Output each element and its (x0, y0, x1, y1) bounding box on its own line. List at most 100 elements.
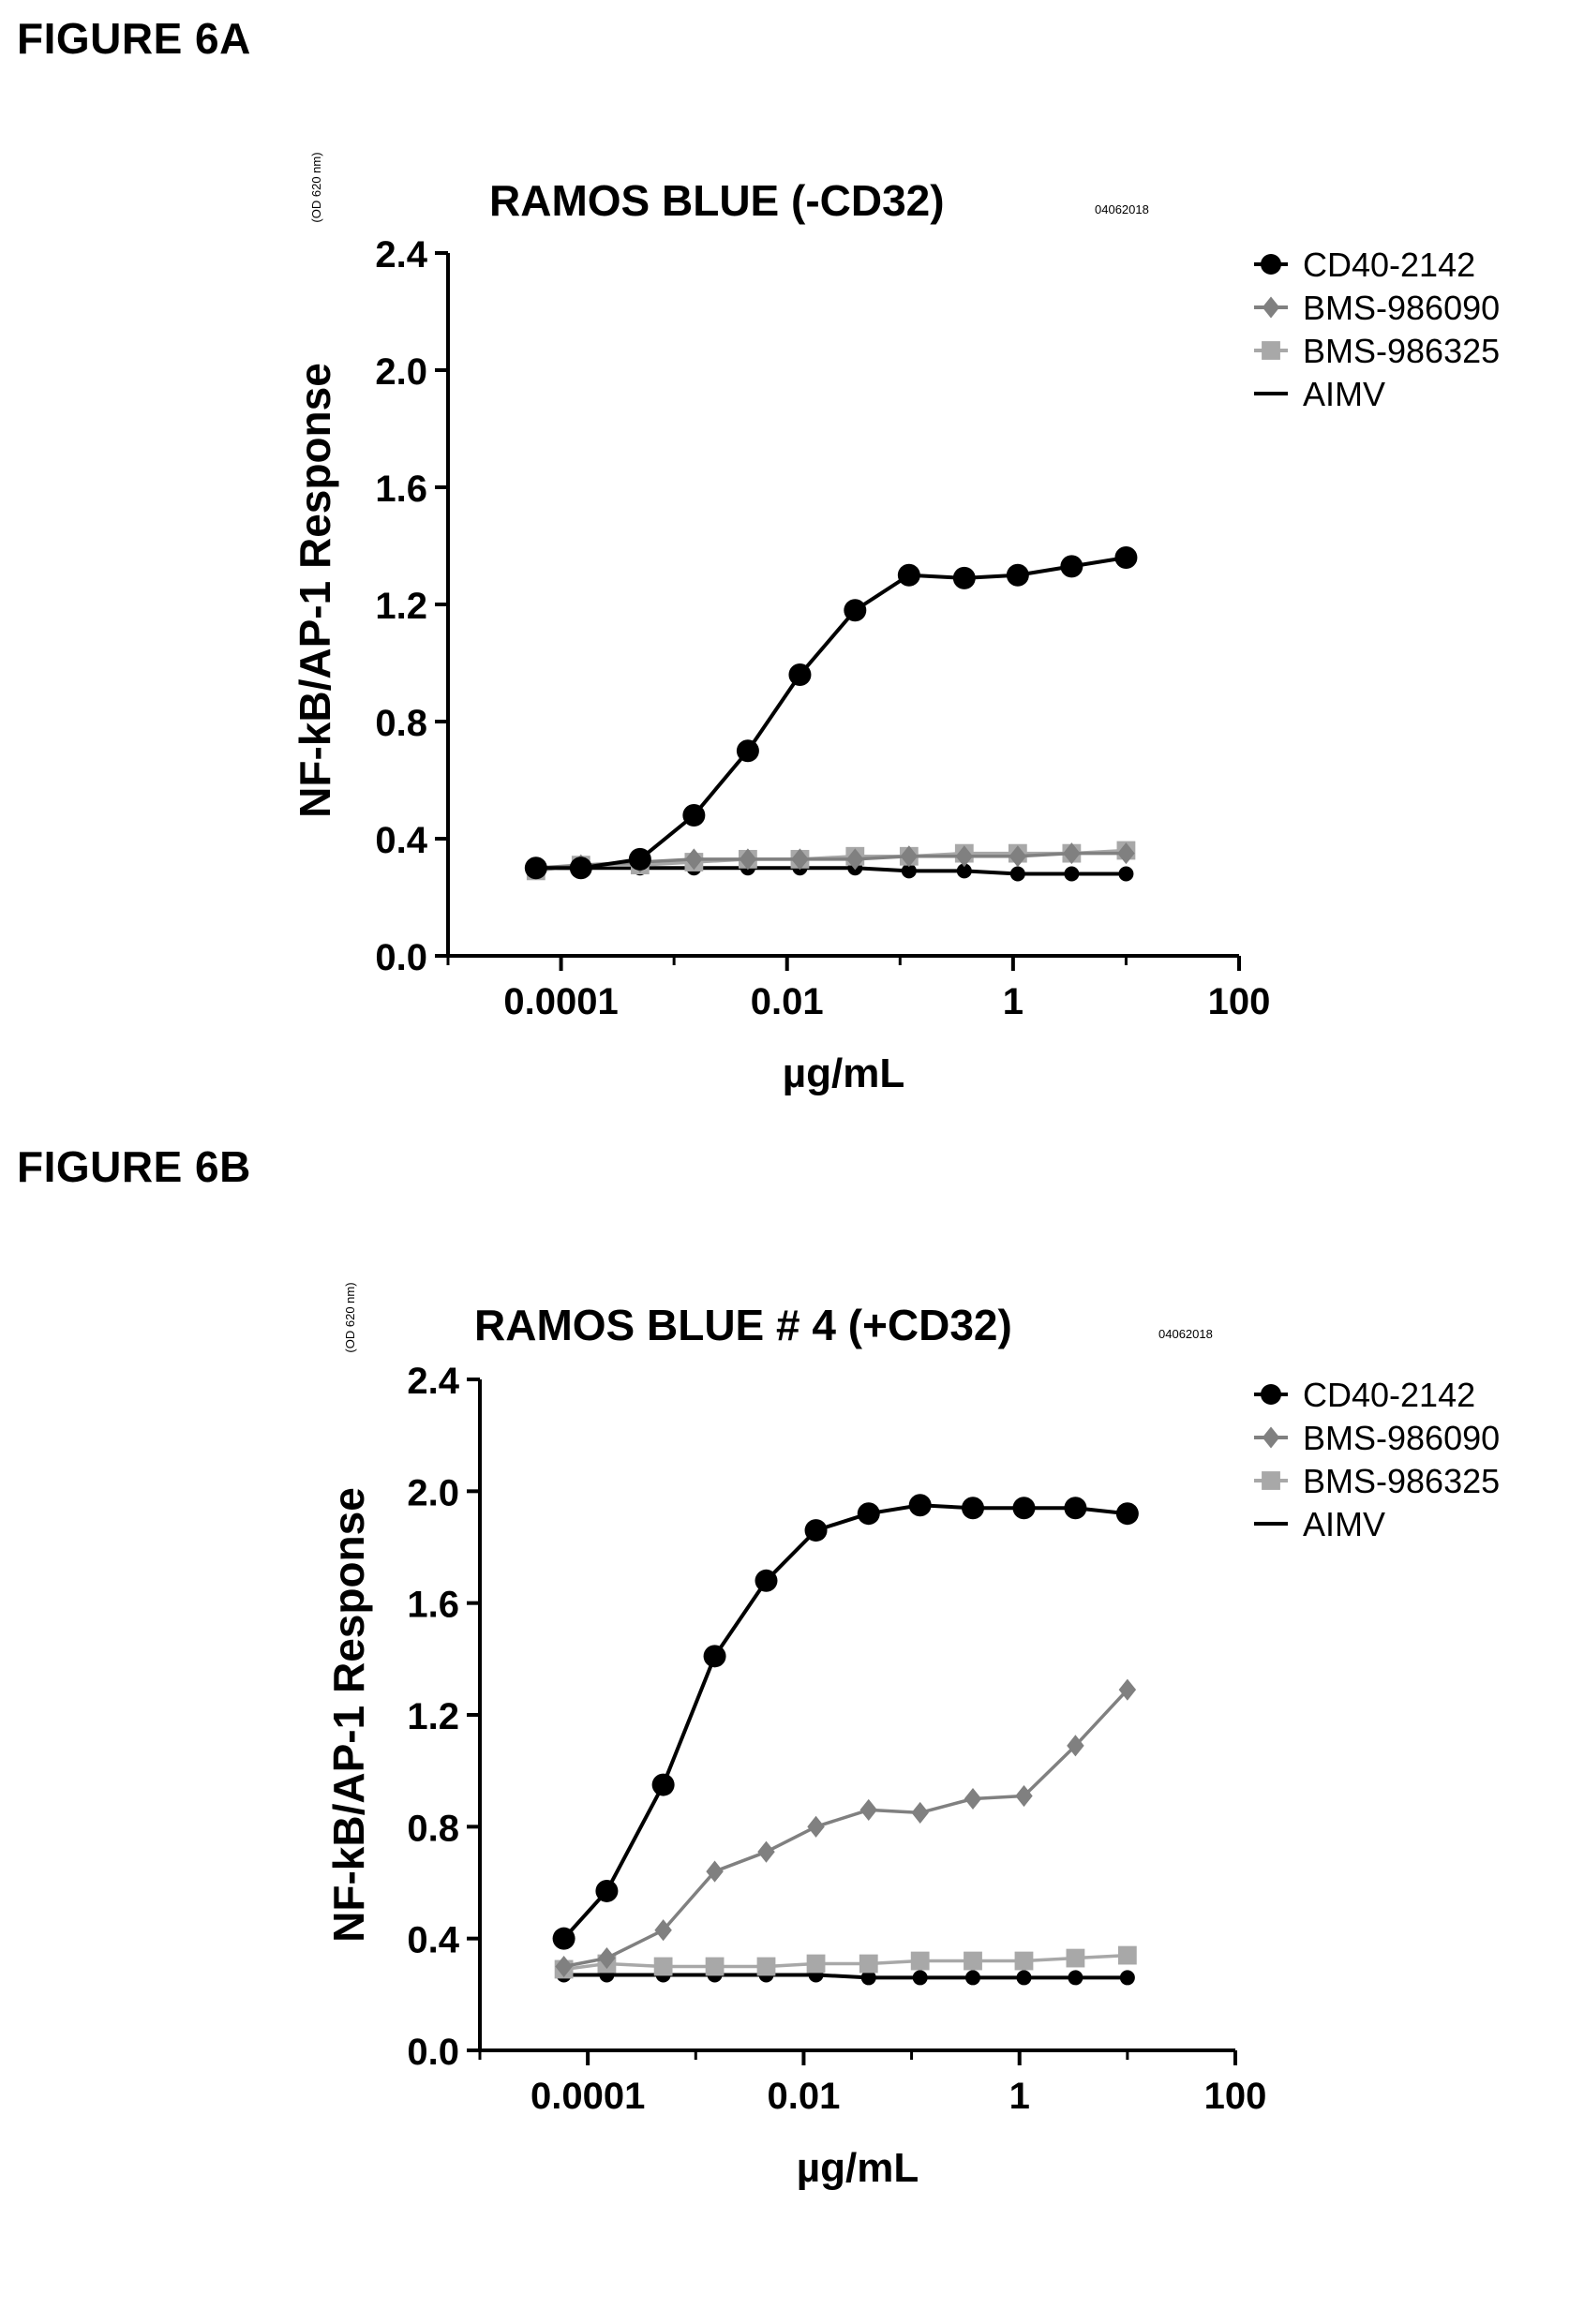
legend-label: AIMV (1303, 375, 1385, 413)
data-point (807, 1815, 825, 1838)
legend-item-aimv: AIMV (1254, 1505, 1385, 1543)
data-point (961, 1497, 984, 1520)
data-point (1060, 555, 1083, 578)
chart-title-note: 04062018 (1095, 202, 1149, 216)
data-point (739, 848, 757, 871)
y-axis-label: NF-kB/AP-1 Response (324, 1487, 373, 1943)
y-tick-label: 0.0 (407, 2032, 459, 2073)
data-point (1117, 1945, 1137, 1965)
series-line (563, 1953, 1128, 1972)
legend-item-bms-986090: BMS-986090 (1254, 289, 1500, 327)
data-point (685, 848, 703, 871)
legend-marker (1262, 341, 1280, 360)
chart-title: RAMOS BLUE # 4 (+CD32) (474, 1301, 1012, 1349)
y-tick-label: 1.2 (375, 586, 427, 627)
x-tick-label: 100 (1208, 981, 1271, 1022)
x-tick-label: 0.0001 (530, 2076, 645, 2117)
data-point (736, 739, 759, 763)
data-point (908, 1494, 932, 1517)
data-point (1068, 1970, 1083, 1986)
data-point (956, 863, 972, 879)
data-point (1063, 842, 1081, 865)
legend-item-cd40-2142: CD40-2142 (1254, 1376, 1475, 1414)
legend-label: AIMV (1303, 1505, 1385, 1543)
y-tick-label: 0.4 (375, 820, 427, 861)
legend-label: BMS-986325 (1303, 332, 1500, 370)
data-point (964, 1951, 982, 1971)
data-point (1014, 1951, 1034, 1971)
data-point (857, 1502, 880, 1526)
chart-title: RAMOS BLUE (-CD32) (489, 176, 945, 225)
data-point (1119, 1970, 1135, 1986)
data-point (846, 848, 864, 871)
series-line (535, 556, 1127, 871)
data-point (682, 804, 706, 827)
y-axis-label: NF-kB/AP-1 Response (291, 363, 339, 818)
data-point (703, 1645, 726, 1668)
data-point (901, 863, 917, 879)
data-point (804, 1519, 828, 1542)
data-point (964, 1970, 980, 1986)
series-line (535, 866, 1127, 876)
data-point (791, 848, 809, 871)
data-point (844, 599, 867, 622)
legend-label: CD40-2142 (1303, 246, 1475, 284)
legend-item-bms-986090: BMS-986090 (1254, 1419, 1500, 1457)
data-point (1115, 1502, 1139, 1526)
data-point (964, 1787, 982, 1810)
x-axis-label: µg/mL (783, 1050, 904, 1096)
y-tick-label: 1.6 (407, 1585, 459, 1626)
y-tick-label: 0.8 (407, 1808, 459, 1849)
chart-figure-6b: RAMOS BLUE # 4 (+CD32) 04062018 NF-kB/AP-1… (324, 1282, 1500, 2191)
x-tick-label: 1 (1009, 2076, 1030, 2117)
legend-marker (1262, 296, 1280, 319)
data-point (705, 1957, 725, 1976)
data-point (1118, 1678, 1137, 1701)
y-tick-label: 0.0 (375, 937, 427, 978)
data-point (1016, 1970, 1032, 1986)
chart-title-note: 04062018 (1158, 1327, 1213, 1341)
data-point (860, 1970, 876, 1986)
series-bms-986090 (555, 1678, 1137, 1978)
x-axis-label: µg/mL (797, 2145, 919, 2191)
legend-label: CD40-2142 (1303, 1376, 1475, 1414)
y-tick-label: 2.0 (407, 1472, 459, 1513)
y-tick-label: 0.8 (375, 703, 427, 744)
data-point (555, 1955, 573, 1978)
data-point (1067, 1735, 1084, 1757)
data-point (651, 1773, 675, 1796)
y-tick-label: 2.4 (407, 1361, 459, 1402)
legend-marker (1262, 1426, 1280, 1449)
legend-item-cd40-2142: CD40-2142 (1254, 246, 1475, 284)
x-tick-label: 0.01 (751, 981, 824, 1022)
data-point (595, 1879, 619, 1902)
data-point (1009, 866, 1025, 882)
data-point (897, 563, 920, 587)
data-point (569, 857, 592, 880)
data-point (1009, 845, 1027, 868)
data-point (952, 566, 976, 589)
series-aimv (556, 1967, 1135, 1986)
figure-6b-label: FIGURE 6B (17, 1142, 251, 1191)
series-cd40-2142 (552, 1494, 1139, 1950)
data-point (1006, 563, 1029, 587)
data-point (756, 1957, 776, 1976)
data-point (1117, 842, 1135, 865)
data-point (859, 1954, 878, 1974)
figure-6a-label: FIGURE 6A (17, 14, 251, 63)
data-point (706, 1860, 724, 1883)
legend-label: BMS-986325 (1303, 1462, 1500, 1500)
data-point (628, 847, 651, 871)
data-point (910, 1951, 930, 1971)
y-tick-label: 1.2 (407, 1696, 459, 1737)
data-point (806, 1954, 826, 1974)
y-tick-label: 0.4 (407, 1920, 459, 1961)
data-point (1118, 866, 1134, 882)
y-axis-label-note: (OD 620 nm) (309, 152, 323, 222)
data-point (859, 1798, 877, 1821)
y-tick-label: 2.4 (375, 234, 427, 276)
legend-marker (1261, 1384, 1281, 1405)
data-point (1012, 1497, 1036, 1520)
data-point (653, 1957, 673, 1976)
data-point (755, 1569, 778, 1592)
